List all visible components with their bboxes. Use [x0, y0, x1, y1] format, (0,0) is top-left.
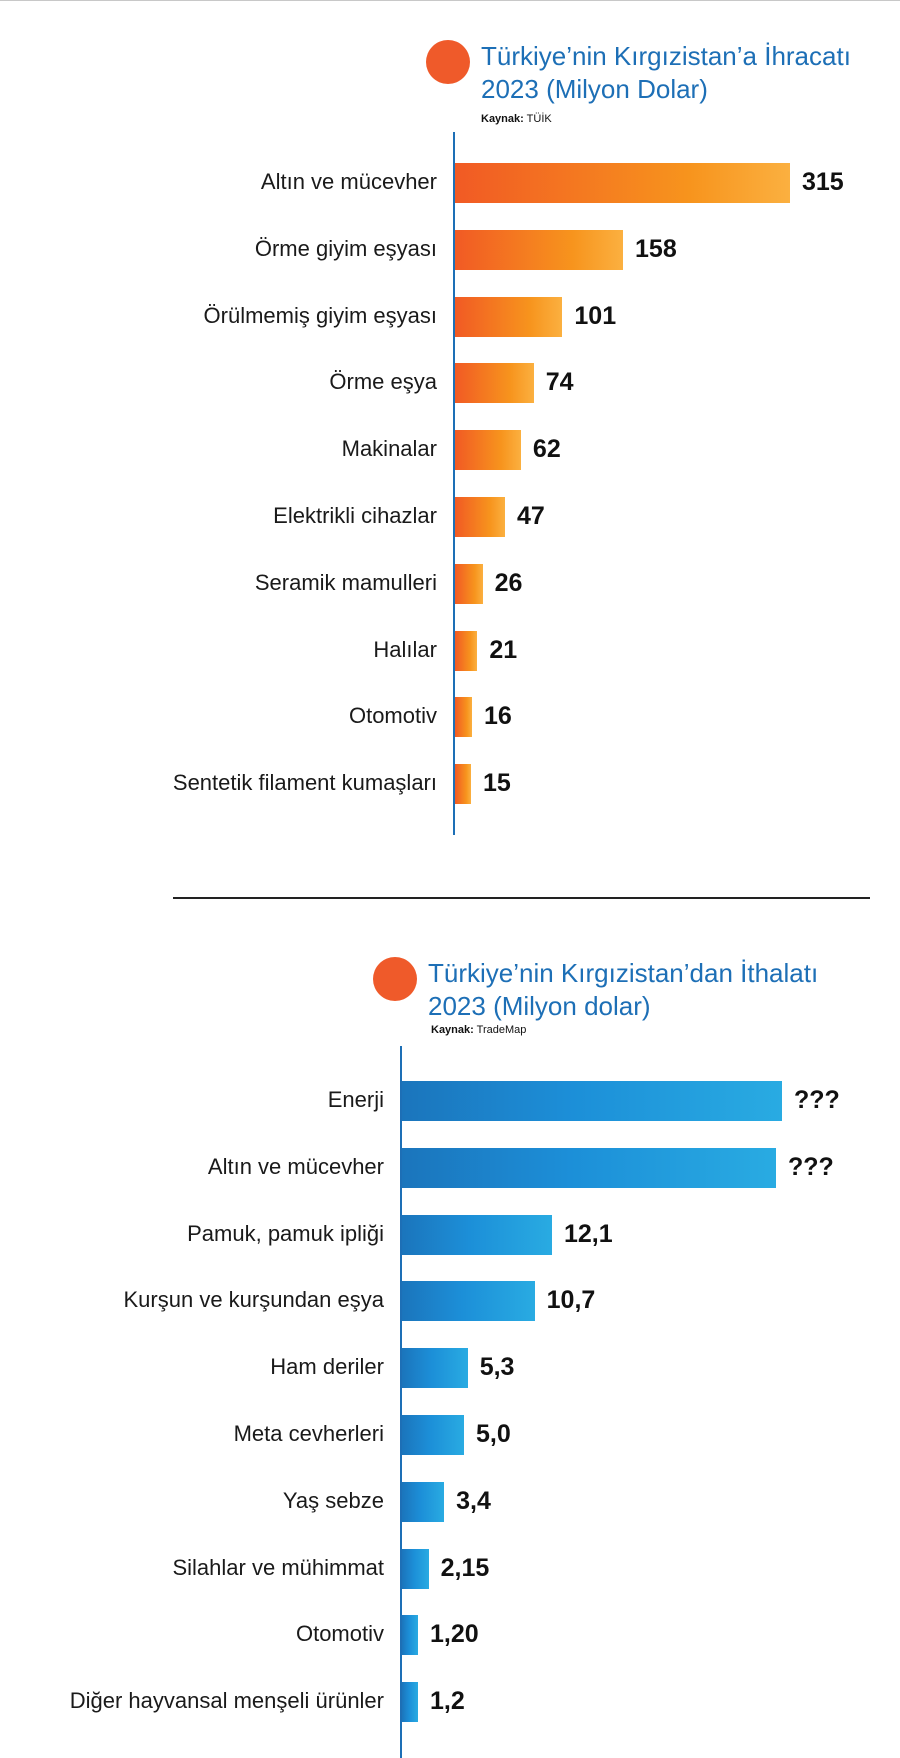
bar — [455, 764, 471, 805]
bar — [455, 296, 563, 337]
data-label: 2,15 — [440, 1553, 490, 1582]
bar — [455, 497, 505, 537]
data-label: ??? — [788, 1152, 834, 1181]
data-label: 101 — [574, 301, 617, 330]
chart-source: Kaynak: TÜİK — [481, 113, 552, 125]
bar — [455, 697, 473, 738]
data-label: 1,2 — [430, 1687, 465, 1716]
data-label: 47 — [516, 502, 545, 530]
bar — [402, 1415, 464, 1455]
category-label: Silahlar ve mühimmat — [172, 1554, 384, 1580]
export-chart: Türkiye’nin Kırgızistan’a İhracatı 2023 … — [0, 0, 900, 860]
category-label: Otomotiv — [348, 703, 437, 729]
source-value: TÜİK — [526, 113, 552, 125]
bullet-dot-icon — [373, 957, 417, 1001]
category-label: Meta cevherleri — [233, 1421, 384, 1446]
bar — [455, 630, 478, 671]
data-label: 158 — [635, 234, 677, 263]
category-label: Diğer hayvansal menşeli ürünler — [69, 1688, 384, 1714]
chart-source: Kaynak: TradeMap — [431, 1024, 526, 1036]
category-label: Pamuk, pamuk ipliği — [187, 1220, 384, 1246]
data-label: 5,3 — [479, 1353, 515, 1382]
category-label: Ham deriler — [270, 1354, 384, 1380]
data-label: 12,1 — [564, 1219, 613, 1248]
category-label: Örülmemiş giyim eşyası — [203, 302, 437, 328]
bar — [402, 1348, 468, 1389]
bar — [402, 1481, 445, 1522]
chart-subtitle: 2023 (Milyon dolar) — [428, 991, 651, 1021]
bar — [402, 1548, 429, 1589]
data-label: 16 — [484, 702, 512, 731]
category-label: Yaş sebze — [282, 1487, 384, 1513]
source-value: TradeMap — [476, 1024, 527, 1036]
bar — [455, 563, 483, 604]
category-label: Otomotiv — [295, 1621, 384, 1647]
data-label: 26 — [494, 568, 523, 597]
top-rule — [0, 0, 900, 1]
category-label: Seramik mamulleri — [254, 569, 437, 595]
data-label: 3,4 — [456, 1486, 491, 1515]
chart-title: Türkiye’nin Kırgızistan’a İhracatı — [481, 41, 851, 71]
category-label: Halılar — [373, 636, 437, 662]
bar — [455, 163, 790, 203]
source-label: Kaynak: — [481, 113, 524, 125]
data-label: 15 — [482, 769, 511, 798]
category-label: Sentetik filament kumaşları — [172, 770, 437, 796]
category-label: Örme eşya — [329, 369, 437, 395]
category-label: Örme giyim eşyası — [254, 235, 437, 261]
bar — [455, 229, 624, 270]
chart-title: Türkiye’nin Kırgızistan’dan İthalatı — [428, 958, 819, 988]
data-label: 1,20 — [430, 1620, 479, 1649]
category-label: Makinalar — [341, 436, 437, 462]
category-label: Enerji — [327, 1087, 384, 1112]
category-label: Elektrikli cihazlar — [273, 503, 437, 528]
y-axis-line — [453, 132, 455, 835]
bar — [402, 1682, 418, 1723]
chart-subtitle: 2023 (Milyon Dolar) — [481, 74, 708, 104]
bar — [402, 1147, 776, 1188]
bar — [402, 1615, 418, 1656]
bar — [402, 1281, 535, 1322]
data-label: ??? — [794, 1086, 840, 1114]
category-label: Altın ve mücevher — [207, 1153, 384, 1179]
category-label: Altın ve mücevher — [260, 169, 437, 194]
bar — [402, 1214, 552, 1255]
bullet-dot-icon — [426, 40, 470, 84]
category-label: Kurşun ve kurşundan eşya — [123, 1287, 385, 1313]
data-label: 74 — [545, 368, 574, 397]
bar — [455, 363, 534, 404]
data-label: 10,7 — [546, 1286, 596, 1315]
y-axis-line — [400, 1046, 402, 1758]
data-label: 21 — [489, 635, 518, 664]
bar — [455, 430, 521, 471]
data-label: 62 — [532, 435, 561, 464]
data-label: 5,0 — [475, 1420, 511, 1448]
section-divider — [173, 897, 870, 899]
source-label: Kaynak: — [431, 1024, 474, 1036]
bar — [402, 1081, 782, 1121]
data-label: 315 — [802, 168, 844, 196]
